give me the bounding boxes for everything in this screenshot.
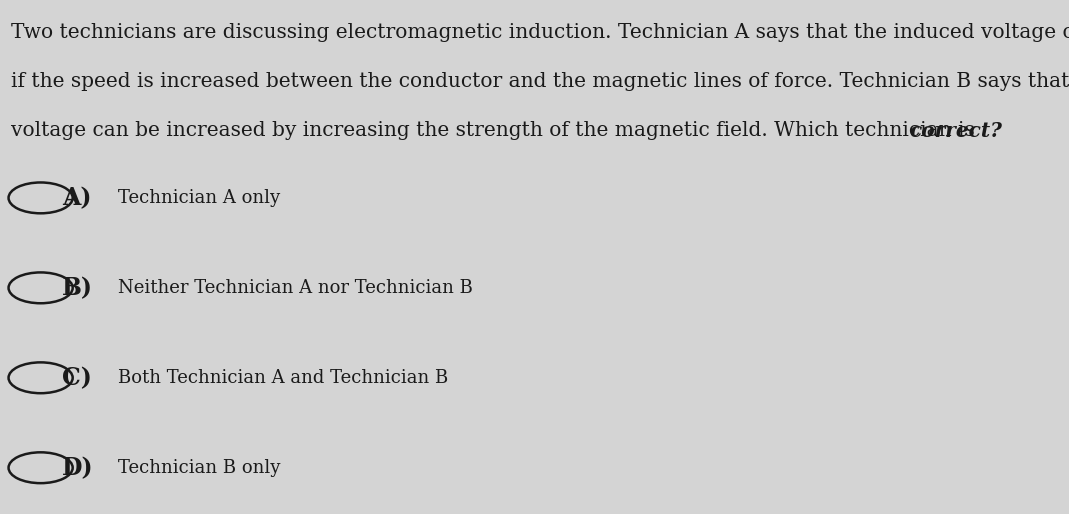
Text: C): C) <box>62 366 92 390</box>
Text: correct?: correct? <box>910 121 1003 141</box>
Text: D): D) <box>62 456 94 480</box>
Text: B): B) <box>62 276 93 300</box>
Text: Neither Technician A nor Technician B: Neither Technician A nor Technician B <box>118 279 472 297</box>
Text: Technician A only: Technician A only <box>118 189 280 207</box>
Text: Both Technician A and Technician B: Both Technician A and Technician B <box>118 369 448 387</box>
Text: voltage can be increased by increasing the strength of the magnetic field. Which: voltage can be increased by increasing t… <box>11 121 981 140</box>
Text: A): A) <box>62 186 92 210</box>
Text: Two technicians are discussing electromagnetic induction. Technician A says that: Two technicians are discussing electroma… <box>11 23 1069 42</box>
Text: Technician B only: Technician B only <box>118 458 280 477</box>
Text: if the speed is increased between the conductor and the magnetic lines of force.: if the speed is increased between the co… <box>11 72 1069 91</box>
